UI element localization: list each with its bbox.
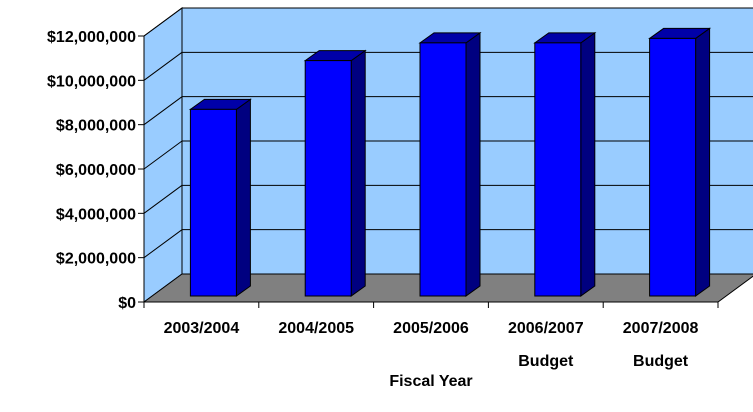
bar <box>533 31 597 297</box>
bar-side <box>235 98 251 297</box>
x-tick-label: 2004/2005 <box>278 320 354 337</box>
bar-front <box>304 60 352 297</box>
bar <box>648 27 712 297</box>
x-axis: 2003/2004 2004/2005 2005/2006 2006/2007 Budg… <box>143 301 719 370</box>
y-tick-label: $2,000,000 <box>56 251 136 268</box>
bar <box>303 49 367 297</box>
x-axis-title: Fiscal Year <box>389 373 472 390</box>
y-axis: $0 $2,000,000 $4,000,000 $6,000,000 $8,000,0… <box>47 29 145 312</box>
x-tick-label: Budget <box>633 353 689 370</box>
bar-front <box>534 42 582 297</box>
bar-side <box>695 27 711 297</box>
y-tick-label: $12,000,000 <box>47 29 136 46</box>
y-tick-label: $8,000,000 <box>56 118 136 135</box>
y-tick-label: $10,000,000 <box>47 73 136 90</box>
y-tick-label: $4,000,000 <box>56 206 136 223</box>
gridline-side <box>143 184 183 214</box>
bar <box>188 98 252 297</box>
x-tick-label: 2005/2006 <box>393 320 469 337</box>
gridline-side <box>143 229 183 259</box>
bar-side <box>580 31 596 297</box>
x-tick-label: Budget <box>518 353 574 370</box>
x-tick-label: 2003/2004 <box>164 320 240 337</box>
gridline-side <box>143 7 183 37</box>
gridline-side <box>143 51 183 81</box>
bar-front <box>649 37 697 297</box>
bar-front <box>419 42 467 297</box>
bar-side <box>350 49 366 297</box>
bar <box>418 31 482 297</box>
gridline-side <box>143 140 183 170</box>
x-tick-label: 2006/2007 <box>508 320 584 337</box>
y-tick-label: $0 <box>118 295 136 312</box>
bar-front <box>189 108 237 297</box>
gridline-side <box>143 96 183 126</box>
bar-side <box>465 31 481 297</box>
x-tick-label: 2007/2008 <box>623 320 699 337</box>
chart-bars <box>188 27 712 297</box>
y-tick-label: $6,000,000 <box>56 162 136 179</box>
